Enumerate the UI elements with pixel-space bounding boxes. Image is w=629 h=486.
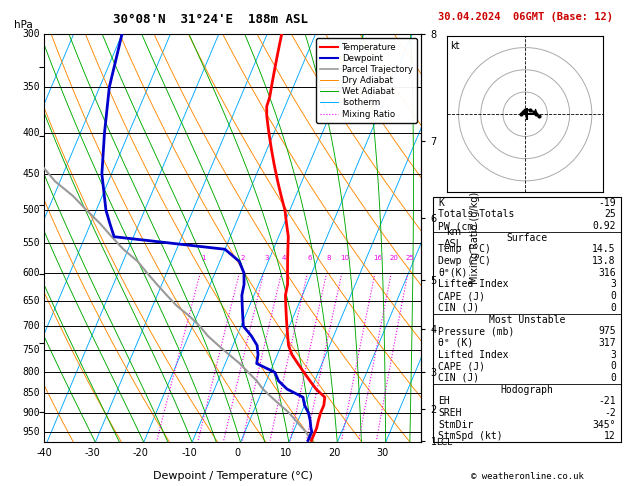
Text: LCL: LCL [437,438,453,447]
Y-axis label: km
ASL: km ASL [444,227,462,249]
Text: 3: 3 [610,279,616,290]
Text: 350: 350 [23,82,40,92]
Text: CIN (J): CIN (J) [438,303,479,313]
Text: 6: 6 [308,255,313,261]
Text: hPa: hPa [14,20,33,30]
Text: -10: -10 [181,449,197,458]
Text: 0: 0 [610,361,616,371]
Text: K: K [438,198,444,208]
Text: -21: -21 [598,397,616,406]
Text: 0.92: 0.92 [593,221,616,231]
Text: 3: 3 [610,349,616,360]
Text: 10: 10 [340,255,349,261]
Text: -20: -20 [133,449,148,458]
Text: CAPE (J): CAPE (J) [438,291,486,301]
Text: 900: 900 [23,408,40,418]
Text: -2: -2 [604,408,616,418]
Text: 800: 800 [23,367,40,377]
Text: 12: 12 [604,432,616,441]
Text: 30: 30 [377,449,389,458]
Text: 850: 850 [23,388,40,398]
Text: 25: 25 [604,209,616,219]
Text: -19: -19 [598,198,616,208]
Text: 13.8: 13.8 [593,256,616,266]
Text: 300: 300 [23,29,40,39]
Text: 1: 1 [201,255,206,261]
Text: 20: 20 [328,449,340,458]
Text: PW (cm): PW (cm) [438,221,479,231]
Text: 700: 700 [23,321,40,331]
Text: 345°: 345° [593,420,616,430]
Text: 8: 8 [327,255,331,261]
Text: CIN (J): CIN (J) [438,373,479,383]
Text: Totals Totals: Totals Totals [438,209,515,219]
Text: 2: 2 [240,255,245,261]
Text: 750: 750 [23,345,40,355]
Text: Pressure (mb): Pressure (mb) [438,326,515,336]
Text: 650: 650 [23,295,40,306]
Text: Most Unstable: Most Unstable [489,314,565,325]
Text: Lifted Index: Lifted Index [438,349,509,360]
Text: 950: 950 [23,427,40,436]
Text: 317: 317 [598,338,616,348]
Text: StmSpd (kt): StmSpd (kt) [438,432,503,441]
Text: 0: 0 [235,449,241,458]
Text: Mixing Ratio (g/kg): Mixing Ratio (g/kg) [470,192,481,284]
Text: SREH: SREH [438,408,462,418]
Text: Dewp (°C): Dewp (°C) [438,256,491,266]
Text: 16: 16 [373,255,382,261]
Text: 550: 550 [23,238,40,248]
Text: Surface: Surface [506,233,548,243]
Text: 0: 0 [610,291,616,301]
Text: 10: 10 [280,449,292,458]
Text: 4: 4 [282,255,286,261]
Text: 500: 500 [23,205,40,215]
Text: kt: kt [450,41,460,51]
Text: Hodograph: Hodograph [501,384,554,395]
Text: EH: EH [438,397,450,406]
Text: 25: 25 [406,255,415,261]
Text: StmDir: StmDir [438,420,474,430]
Text: -40: -40 [36,449,52,458]
Text: 316: 316 [598,268,616,278]
Text: 14.5: 14.5 [593,244,616,255]
Text: θᵉ (K): θᵉ (K) [438,338,474,348]
Text: 3: 3 [264,255,269,261]
Text: Temp (°C): Temp (°C) [438,244,491,255]
Text: 450: 450 [23,169,40,179]
Text: Lifted Index: Lifted Index [438,279,509,290]
Text: 20: 20 [389,255,398,261]
Text: θᵉ(K): θᵉ(K) [438,268,468,278]
Text: -30: -30 [84,449,100,458]
Text: 975: 975 [598,326,616,336]
Text: 30.04.2024  06GMT (Base: 12): 30.04.2024 06GMT (Base: 12) [438,12,613,22]
Text: Dewpoint / Temperature (°C): Dewpoint / Temperature (°C) [153,471,313,481]
Text: 0: 0 [610,303,616,313]
Text: CAPE (J): CAPE (J) [438,361,486,371]
Legend: Temperature, Dewpoint, Parcel Trajectory, Dry Adiabat, Wet Adiabat, Isotherm, Mi: Temperature, Dewpoint, Parcel Trajectory… [316,38,417,123]
Text: 600: 600 [23,268,40,278]
Text: 30°08'N  31°24'E  188m ASL: 30°08'N 31°24'E 188m ASL [113,13,308,26]
Text: 400: 400 [23,128,40,138]
Text: © weatheronline.co.uk: © weatheronline.co.uk [470,472,584,481]
Text: 0: 0 [610,373,616,383]
